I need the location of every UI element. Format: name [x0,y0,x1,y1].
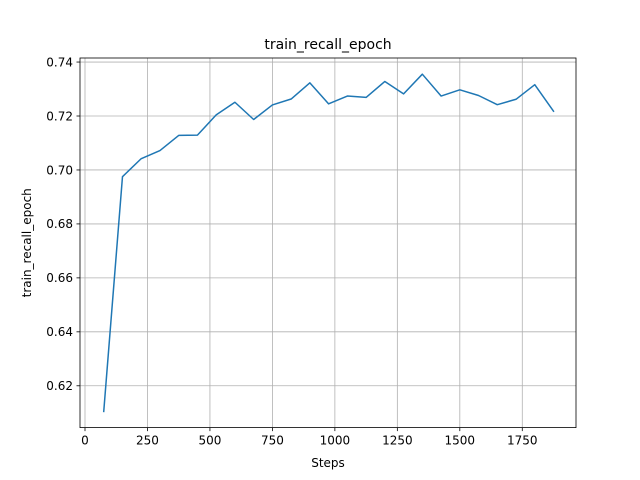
x-axis-label: Steps [311,456,345,470]
x-tick-label: 1500 [445,434,476,448]
x-tick-label: 500 [198,434,221,448]
y-tick-label: 0.66 [46,271,73,285]
y-axis-label: train_recall_epoch [20,188,34,297]
x-tick-label: 1000 [320,434,351,448]
y-tick-label: 0.62 [46,379,73,393]
x-tick-label: 0 [81,434,89,448]
y-tick-label: 0.68 [46,217,73,231]
series-layer [102,73,555,413]
chart-title: train_recall_epoch [264,37,391,53]
y-tick-label: 0.64 [46,325,73,339]
y-tick-label: 0.72 [46,109,73,123]
y-tick-label: 0.70 [46,163,73,177]
x-tick-label: 750 [261,434,284,448]
grid [80,58,576,428]
ticks: 0 250 500 750 1000 1250 1500 1750 0.62 0.64 0.66 0.… [46,55,537,447]
plot-frame [79,57,577,429]
series-line [102,73,555,413]
x-tick-label: 1750 [507,434,538,448]
x-tick-label: 1250 [382,434,413,448]
y-tick-label: 0.74 [46,55,73,69]
x-tick-label: 250 [136,434,159,448]
